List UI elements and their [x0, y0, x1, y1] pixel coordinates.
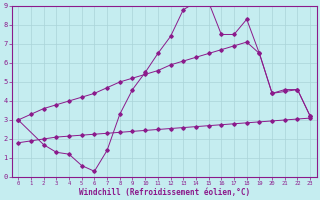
X-axis label: Windchill (Refroidissement éolien,°C): Windchill (Refroidissement éolien,°C) [79, 188, 250, 197]
